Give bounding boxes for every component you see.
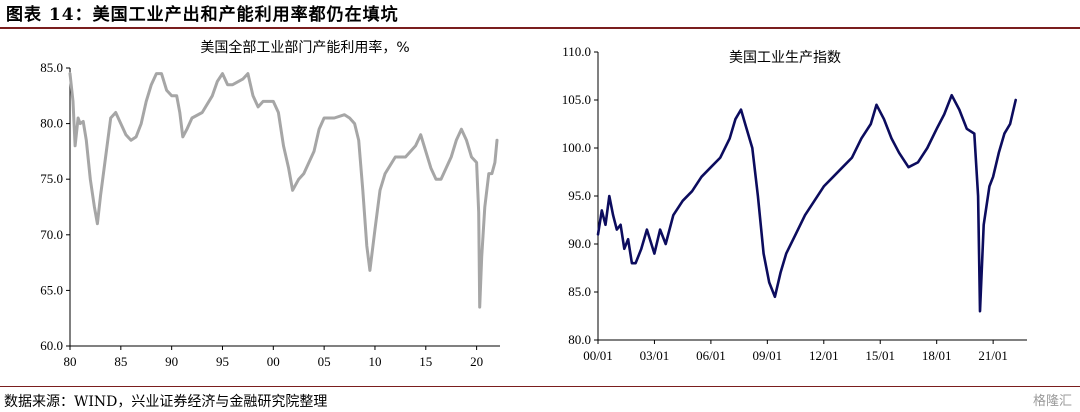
series-line: [596, 93, 1018, 313]
y-tick-label: 110.0: [562, 44, 591, 59]
watermark: 格隆汇: [1032, 394, 1072, 409]
x-tick-label: 95: [216, 354, 229, 369]
chart-industrial-production: 80.0 85.0 90.0 95.0 100.0 105.0 110.0 00/01 03/0…: [562, 44, 1027, 363]
x-tick-label: 80: [64, 354, 77, 369]
x-tick-label: 21/01: [978, 348, 1008, 363]
x-tick-label: 20: [470, 354, 483, 369]
x-tick-label: 09/01: [753, 348, 783, 363]
x-tick-label: 18/01: [922, 348, 952, 363]
chart-capacity-utilization: 60.0 65.0 70.0 75.0 80.0 85.0 80 85 90 95 00 05 10 15…: [40, 39, 500, 369]
x-tick-label: 85: [114, 354, 127, 369]
x-tick-label: 00/01: [583, 348, 613, 363]
x-tick-label: 00: [267, 354, 280, 369]
x-tick-label: 15: [419, 354, 432, 369]
x-tick-label: 06/01: [696, 348, 726, 363]
y-tick-label: 70.0: [40, 227, 63, 242]
y-tick-label: 60.0: [40, 338, 63, 353]
x-tick-label: 15/01: [865, 348, 895, 363]
top-rule: [0, 27, 1080, 29]
bottom-rule: [0, 386, 1080, 387]
figure-title: 图表 14：美国工业产出和产能利用率都仍在填坑: [6, 5, 399, 25]
y-tick-label: 85.0: [40, 60, 63, 75]
y-tick-label: 105.0: [562, 92, 591, 107]
y-tick-label: 80.0: [40, 116, 63, 131]
x-tick-label: 90: [165, 354, 178, 369]
x-tick-label: 05: [318, 354, 331, 369]
x-tick-label: 12/01: [809, 348, 839, 363]
y-tick-label: 80.0: [568, 332, 591, 347]
x-tick-label: 03/01: [640, 348, 670, 363]
source-note: 数据来源：WIND，兴业证券经济与金融研究院整理: [4, 394, 328, 410]
y-tick-label: 90.0: [568, 236, 591, 251]
y-tick-label: 100.0: [562, 140, 591, 155]
x-tick-label: 10: [368, 354, 381, 369]
y-tick-label: 75.0: [40, 171, 63, 186]
chart-title: 美国全部工业部门产能利用率，%: [200, 39, 409, 56]
y-tick-label: 85.0: [568, 284, 591, 299]
y-tick-label: 65.0: [40, 282, 63, 297]
y-tick-label: 95.0: [568, 188, 591, 203]
chart-title: 美国工业生产指数: [729, 50, 841, 66]
series-line: [68, 72, 499, 309]
